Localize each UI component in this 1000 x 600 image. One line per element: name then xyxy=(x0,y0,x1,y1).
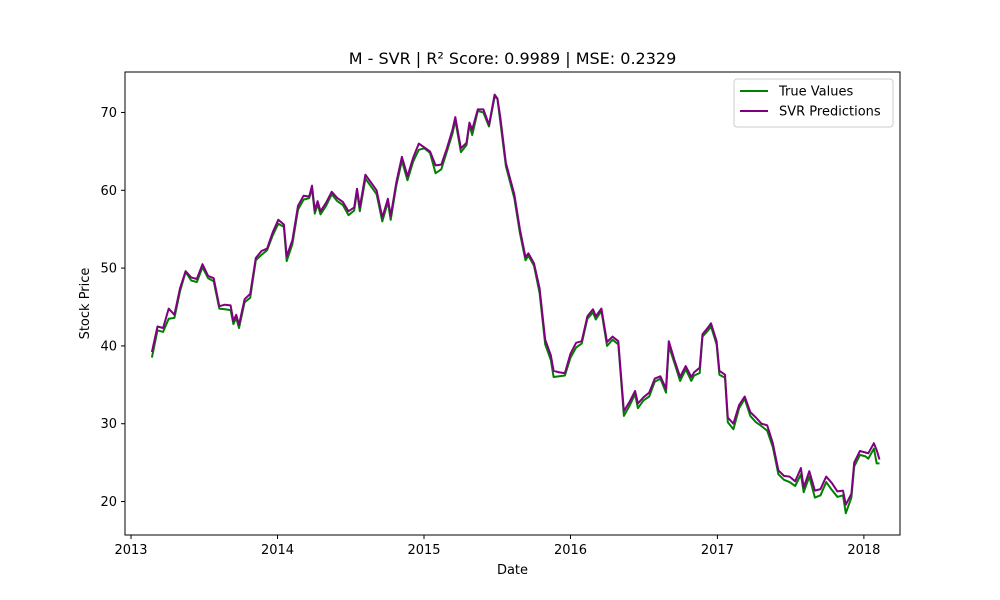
legend-label-true-values: True Values xyxy=(778,85,853,100)
y-tick-label: 70 xyxy=(100,106,117,121)
axis-ticks: 2013 2014 2015 2016 2017 2018 20 30 40 50 60 70 xyxy=(100,106,880,558)
legend: True Values SVR Predictions xyxy=(733,78,894,128)
y-tick-label: 40 xyxy=(100,339,117,354)
y-tick-label: 30 xyxy=(100,417,117,432)
series-line-svr-predictions xyxy=(150,93,881,506)
x-axis-label: Date xyxy=(497,563,528,578)
y-axis-label: Stock Price xyxy=(78,268,93,340)
y-tick-label: 20 xyxy=(100,495,117,510)
x-tick-label: 2017 xyxy=(701,543,734,558)
chart-title: M - SVR | R² Score: 0.9989 | MSE: 0.2329 xyxy=(349,49,677,68)
legend-box xyxy=(733,78,894,128)
series-layer xyxy=(150,93,881,515)
y-tick-label: 60 xyxy=(100,184,117,199)
y-tick-label: 50 xyxy=(100,262,117,277)
x-tick-label: 2016 xyxy=(554,543,587,558)
x-tick-label: 2018 xyxy=(847,543,880,558)
x-tick-label: 2014 xyxy=(261,543,294,558)
legend-label-svr-predictions: SVR Predictions xyxy=(779,105,881,120)
x-tick-label: 2013 xyxy=(114,543,147,558)
plot-area-frame xyxy=(124,71,901,536)
x-tick-label: 2015 xyxy=(407,543,440,558)
